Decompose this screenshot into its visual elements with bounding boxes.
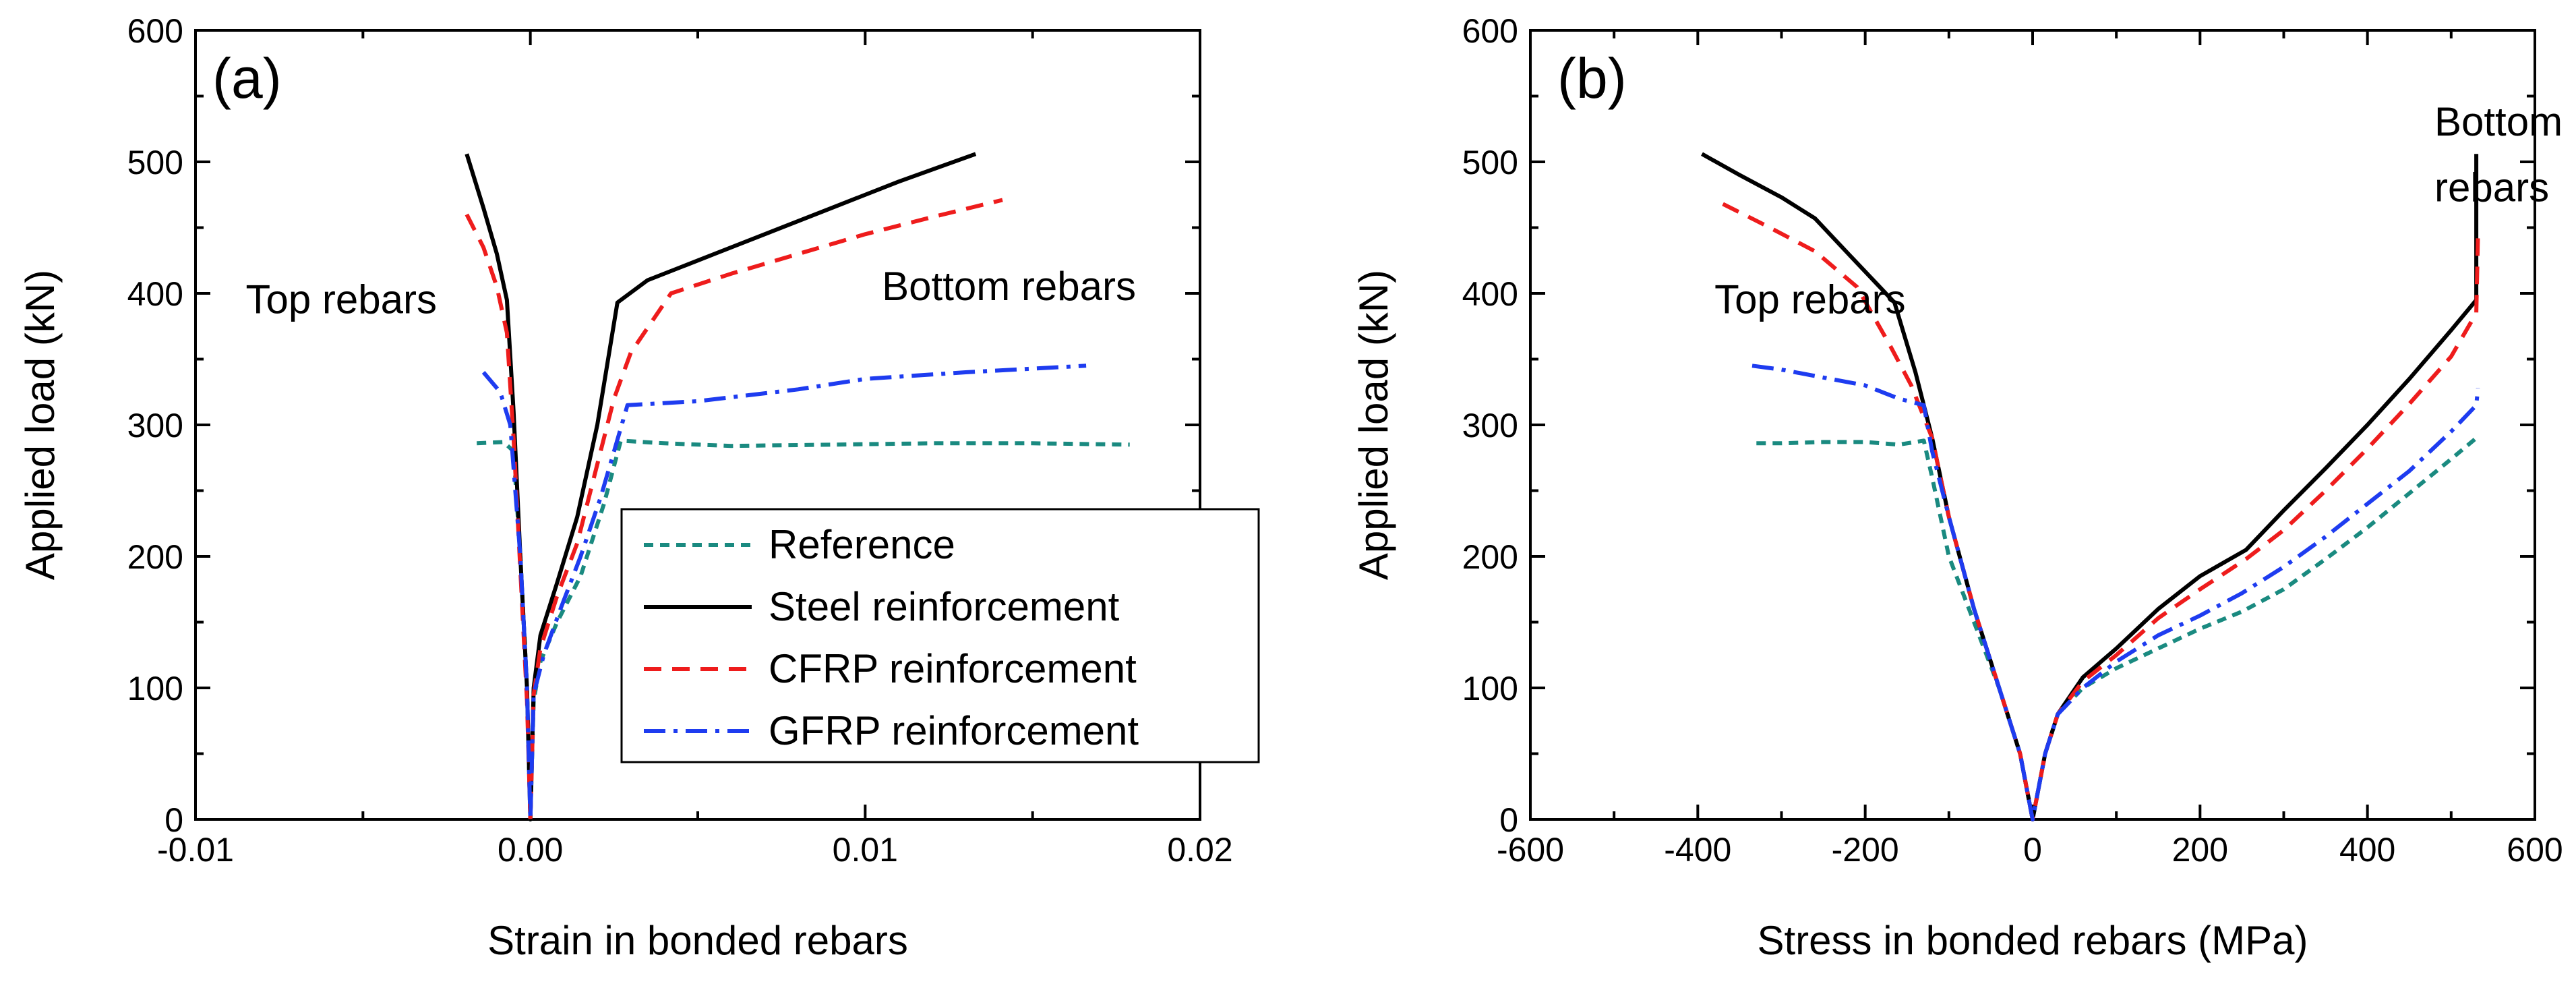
panel-b-plot-frame (1529, 29, 2536, 821)
y-tick-label: 200 (127, 538, 183, 576)
series-cfrp-line (465, 198, 1003, 821)
series-gfrp-line (1751, 364, 2480, 821)
series-steel-line (1701, 152, 2479, 821)
y-tick-label: 500 (1462, 144, 1518, 181)
y-tick-label: 0 (1499, 801, 1518, 839)
top-rebars-annotation: Top rebars (1714, 277, 1905, 322)
x-tick-label: -400 (1664, 831, 1731, 869)
x-tick-label: -0.01 (157, 831, 234, 869)
legend-label-steel: Steel reinforcement (769, 584, 1120, 629)
y-tick-label: 0 (164, 801, 183, 839)
top-rebars-annotation: Top rebars (246, 277, 437, 322)
y-tick-label: 100 (1462, 670, 1518, 707)
legend-label-reference: Reference (769, 522, 955, 567)
panel-a-y-axis-title: Applied load (kN) (18, 270, 63, 580)
x-tick-label: 0.01 (833, 831, 898, 869)
panel-a-label: (a) (212, 47, 282, 110)
x-tick-label: 0.02 (1167, 831, 1232, 869)
series-reference-line (477, 438, 1130, 821)
x-tick-label: 400 (2339, 831, 2395, 869)
panel-b-x-axis-title: Stress in bonded rebars (MPa) (1757, 918, 2308, 963)
x-tick-label: -600 (1497, 831, 1564, 869)
y-tick-label: 300 (127, 407, 183, 444)
x-tick-label: -200 (1832, 831, 1899, 869)
series-reference-line (1756, 436, 2478, 821)
y-tick-label: 100 (127, 670, 183, 707)
panel-a-x-axis-title: Strain in bonded rebars (487, 918, 908, 963)
y-tick-label: 500 (127, 144, 183, 181)
bottom-annotation: Bottom (2434, 99, 2563, 144)
y-tick-label: 300 (1462, 407, 1518, 444)
legend-label-gfrp: GFRP reinforcement (769, 708, 1139, 753)
y-tick-label: 600 (127, 12, 183, 50)
panel-b: -600 -400 -200 0 200 400 600 0 100 200 300 400 500 6… (1351, 12, 2563, 963)
y-tick-label: 400 (1462, 275, 1518, 313)
rebars-annotation: rebars (2434, 165, 2549, 210)
y-tick-label: 200 (1462, 538, 1518, 576)
panel-b-label: (b) (1557, 47, 1627, 110)
series-cfrp-line (1722, 202, 2480, 821)
legend-box (620, 508, 1260, 763)
x-tick-label: 600 (2507, 831, 2563, 869)
y-tick-label: 400 (127, 275, 183, 313)
x-tick-label: 0.00 (498, 831, 563, 869)
panel-a: -0.01 0.00 0.01 0.02 0 100 200 300 400 500 600 (a… (18, 12, 1260, 963)
x-tick-label: 0 (2023, 831, 2042, 869)
bottom-rebars-annotation: Bottom rebars (882, 264, 1136, 309)
y-tick-label: 600 (1462, 12, 1518, 50)
series-gfrp-line (481, 364, 1087, 821)
legend-label-cfrp: CFRP reinforcement (769, 646, 1137, 691)
legend: Reference Steel reinforcement CFRP reinf… (620, 508, 1260, 763)
panel-b-y-axis-title: Applied load (kN) (1351, 270, 1396, 580)
x-tick-label: 200 (2172, 831, 2228, 869)
